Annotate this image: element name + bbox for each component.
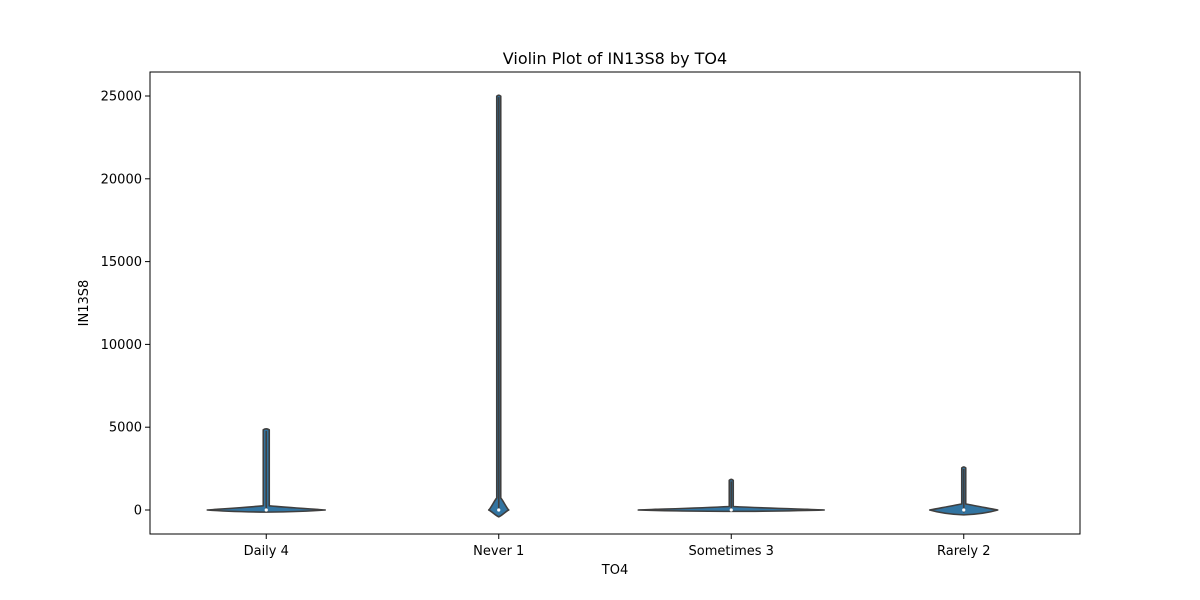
x-tick-label: Never 1 [473,544,524,559]
plot-area [206,94,999,518]
violin-median-marker [729,508,733,512]
violin-median-marker [962,508,966,512]
y-axis: 0 5000 10000 15000 20000 25000 [101,90,150,518]
x-tick-label: Daily 4 [244,544,289,559]
chart-title: Violin Plot of IN13S8 by TO4 [503,49,727,68]
y-tick-label: 20000 [101,172,142,187]
y-tick-label: 0 [134,503,142,518]
y-axis-label: IN13S8 [77,280,92,327]
y-tick-label: 10000 [101,338,142,353]
y-tick-label: 25000 [101,90,142,105]
y-tick-label: 5000 [109,421,142,436]
x-axis: Daily 4 Never 1 Sometimes 3 Rarely 2 [244,534,990,559]
plot-frame [149,71,1081,535]
x-axis-label: TO4 [601,563,628,578]
violin-median-marker [264,508,268,512]
x-tick-label: Rarely 2 [937,544,990,559]
y-tick-label: 15000 [101,255,142,270]
x-tick-label: Sometimes 3 [689,544,774,559]
violin-median-marker [497,508,501,512]
